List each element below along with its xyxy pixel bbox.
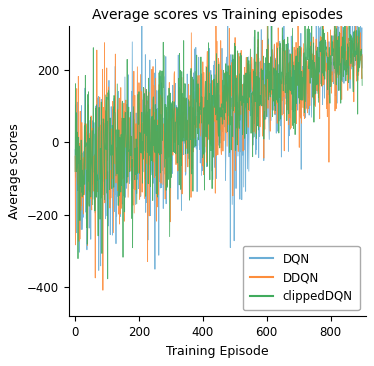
Line: clippedDQN: clippedDQN [75,0,362,279]
clippedDQN [104,139,109,144]
Line: DDQN: DDQN [75,0,362,290]
DDQN [289,71,294,75]
DQN [196,107,200,111]
DQN [278,91,282,95]
DDQN [321,43,326,48]
DQN [96,268,101,273]
clippedDQN [148,146,152,151]
DQN [360,66,364,70]
DDQN [104,66,109,70]
Title: Average scores vs Training episodes: Average scores vs Training episodes [92,8,343,22]
clippedDQN [321,27,325,32]
DQN [321,67,326,72]
clippedDQN [289,75,294,79]
DDQN [73,154,77,158]
DDQN [148,116,152,121]
clippedDQN [360,83,364,87]
DDQN [196,73,200,78]
clippedDQN [278,95,282,99]
Line: DQN: DQN [75,0,362,270]
clippedDQN [73,169,77,174]
X-axis label: Training Episode: Training Episode [166,345,269,358]
DQN [73,147,77,152]
Legend: DQN, DDQN, clippedDQN: DQN, DDQN, clippedDQN [243,246,360,310]
DDQN [278,81,282,85]
Y-axis label: Average scores: Average scores [8,123,21,219]
DQN [290,46,294,51]
DQN [104,165,109,170]
clippedDQN [196,82,200,86]
DQN [148,213,153,218]
DDQN [101,288,105,292]
DDQN [360,52,364,57]
clippedDQN [105,277,110,281]
